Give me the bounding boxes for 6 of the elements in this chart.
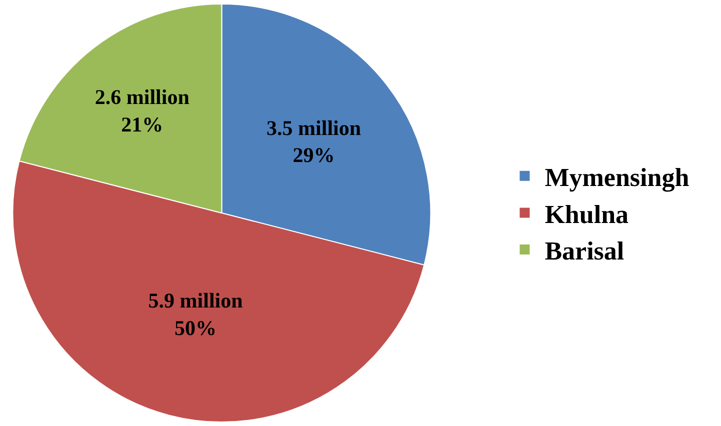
legend-label: Barisal xyxy=(544,236,624,266)
data-label: 3.5 million 29% xyxy=(266,116,362,168)
data-label: 2.6 million 21% xyxy=(94,84,190,136)
data-label: 5.9 million 50% xyxy=(148,288,244,340)
legend-label: Mymensingh xyxy=(544,163,690,192)
legend-label: Khulna xyxy=(544,200,629,229)
